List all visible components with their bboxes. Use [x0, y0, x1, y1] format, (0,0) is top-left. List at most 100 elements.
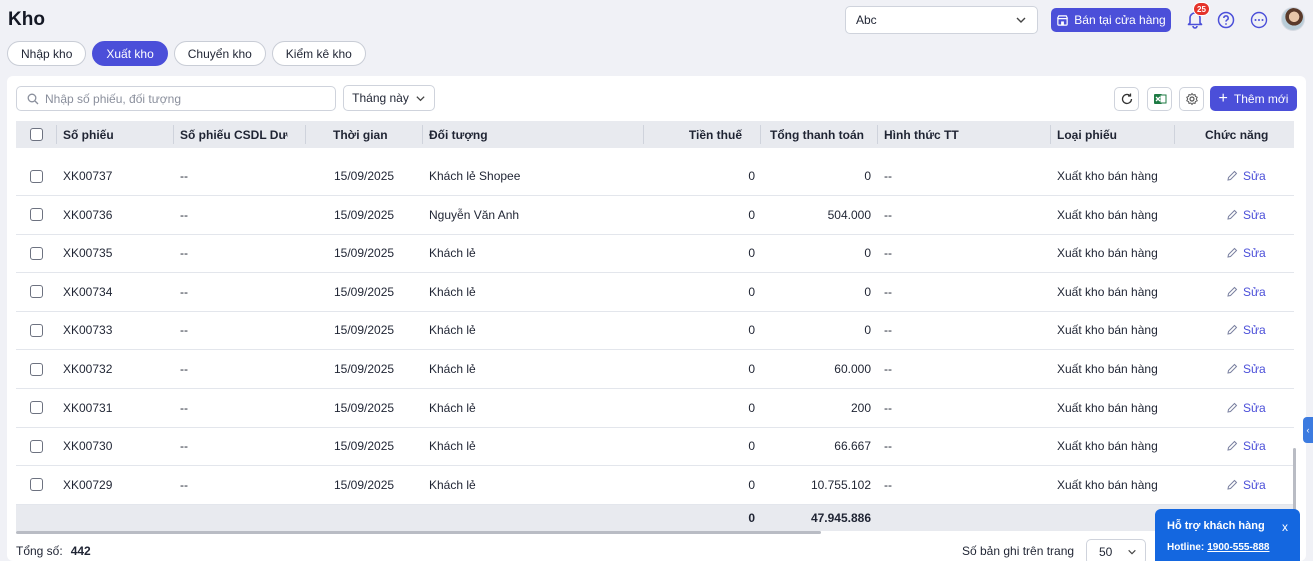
cell-type: Xuất kho bán hàng [1057, 207, 1158, 222]
vertical-scrollbar[interactable] [1293, 448, 1296, 528]
edit-button[interactable]: Sửa [1226, 234, 1266, 272]
edit-button[interactable]: Sửa [1226, 311, 1266, 349]
cell-type: Xuất kho bán hàng [1057, 323, 1158, 338]
cell-csdl: -- [180, 246, 188, 261]
cell-party: Khách lẻ [429, 362, 476, 376]
edit-button[interactable]: Sửa [1226, 427, 1266, 465]
edit-button[interactable]: Sửa [1226, 157, 1266, 195]
table-row[interactable]: XK00730 -- 15/09/2025 Khách lẻ 0 66.667 -- Xuất… [16, 427, 1294, 467]
more-options-icon[interactable] [1250, 11, 1268, 29]
hotline-number[interactable]: 1900-555-888 [1207, 542, 1270, 553]
close-icon[interactable]: x [1282, 520, 1288, 534]
cell-time: 15/09/2025 [334, 362, 395, 376]
edit-button[interactable]: Sửa [1226, 350, 1266, 388]
row-checkbox[interactable] [30, 285, 43, 299]
column-divider [422, 125, 423, 144]
cell-type: Xuất kho bán hàng [1057, 362, 1158, 376]
cell-party: Khách lẻ [429, 284, 476, 299]
excel-icon [1153, 94, 1166, 104]
avatar[interactable] [1281, 7, 1305, 31]
row-checkbox-cell [30, 389, 43, 427]
col-party[interactable]: Đối tượng [429, 127, 488, 142]
side-panel-toggle[interactable]: ‹ [1303, 417, 1313, 443]
table-row[interactable]: XK00733 -- 15/09/2025 Khách lẻ 0 0 -- Xuất kho … [16, 311, 1294, 351]
col-type[interactable]: Loại phiếu [1057, 127, 1117, 142]
tab-nhap-kho[interactable]: Nhập kho [7, 41, 87, 66]
tab-chuyen-kho[interactable]: Chuyển kho [173, 41, 266, 66]
cell-code: XK00732 [63, 362, 113, 376]
horizontal-scrollbar[interactable] [16, 531, 821, 534]
refresh-button[interactable] [1114, 87, 1139, 111]
col-payment[interactable]: Hình thức TT [884, 127, 959, 142]
page-size-select[interactable]: 50 [1086, 539, 1146, 561]
table-row[interactable]: XK00731 -- 15/09/2025 Khách lẻ 0 200 -- Xuất kh… [16, 389, 1294, 428]
col-tax[interactable]: Tiền thuế [688, 127, 742, 142]
search-input[interactable] [45, 91, 325, 106]
store-icon [1057, 14, 1069, 26]
pencil-icon [1227, 286, 1238, 297]
column-divider [173, 125, 174, 144]
main-panel: Tháng này + Thêm mới Số phiếu Số phiếu C… [7, 76, 1306, 561]
store-select-value: Abc [856, 13, 877, 27]
col-total[interactable]: Tổng thanh toán [770, 127, 864, 142]
edit-button[interactable]: Sửa [1226, 466, 1266, 504]
table-row[interactable]: XK00735 -- 15/09/2025 Khách lẻ 0 0 -- Xuất kho … [16, 234, 1294, 274]
row-checkbox[interactable] [30, 401, 43, 415]
cell-tax: 0 [748, 400, 755, 415]
row-checkbox-cell [30, 196, 43, 234]
table-header: Số phiếu Số phiếu CSDL Dượ Thời gian Đối… [16, 121, 1294, 148]
row-checkbox[interactable] [30, 478, 43, 492]
row-checkbox[interactable] [30, 362, 43, 376]
period-select[interactable]: Tháng này [343, 85, 435, 111]
col-time[interactable]: Thời gian [333, 127, 388, 142]
row-checkbox[interactable] [30, 246, 43, 260]
refresh-icon [1121, 93, 1132, 105]
row-checkbox[interactable] [30, 439, 43, 453]
period-select-value: Tháng này [352, 91, 409, 105]
select-all-checkbox[interactable] [30, 128, 43, 141]
col-csdl[interactable]: Số phiếu CSDL Dượ [180, 127, 288, 142]
tab-xuat-kho[interactable]: Xuất kho [92, 41, 168, 66]
table-row[interactable]: XK00737 -- 15/09/2025 Khách lẻ Shopee 0 0 -- Xu… [16, 157, 1294, 196]
chevron-down-icon [1128, 549, 1136, 555]
warehouse-tabs: Nhập kho Xuất kho Chuyển kho Kiểm kê kho [7, 41, 366, 66]
cell-code: XK00729 [63, 477, 113, 492]
edit-button[interactable]: Sửa [1226, 389, 1266, 427]
cell-party: Khách lẻ [429, 400, 476, 415]
store-select[interactable]: Abc [845, 6, 1038, 34]
edit-label: Sửa [1243, 169, 1266, 183]
col-actions: Chức năng [1205, 127, 1269, 142]
chevron-down-icon [416, 95, 425, 101]
table-row[interactable]: XK00732 -- 15/09/2025 Khách lẻ 0 60.000 -- Xuất… [16, 350, 1294, 389]
total-count: Tổng số: 442 [16, 544, 91, 558]
cell-payment: -- [884, 477, 892, 492]
pencil-icon [1227, 247, 1238, 258]
support-widget[interactable]: Hỗ trợ khách hàng x Hotline: 1900-555-888 [1155, 509, 1300, 561]
add-new-button[interactable]: + Thêm mới [1210, 86, 1297, 111]
total-count-label: Tổng số: [16, 544, 63, 558]
cell-csdl: -- [180, 169, 188, 183]
table-row[interactable]: XK00734 -- 15/09/2025 Khách lẻ 0 0 -- Xuất kho … [16, 273, 1294, 312]
table-row[interactable]: XK00729 -- 15/09/2025 Khách lẻ 0 10.755.102 --… [16, 466, 1294, 505]
row-checkbox[interactable] [30, 208, 43, 222]
edit-label: Sửa [1243, 284, 1266, 299]
cell-time: 15/09/2025 [334, 207, 395, 222]
cell-code: XK00735 [63, 246, 113, 261]
row-checkbox[interactable] [30, 169, 43, 183]
help-icon[interactable] [1217, 11, 1235, 29]
pencil-icon [1227, 209, 1238, 220]
tab-kiem-ke-kho[interactable]: Kiểm kê kho [271, 41, 366, 66]
row-checkbox[interactable] [30, 323, 43, 337]
edit-label: Sửa [1243, 439, 1266, 454]
table-row[interactable]: XK00736 -- 15/09/2025 Nguyễn Văn Anh 0 504.00… [16, 196, 1294, 235]
settings-button[interactable] [1179, 87, 1204, 111]
search-box[interactable] [16, 86, 336, 111]
col-code[interactable]: Số phiếu [63, 127, 114, 142]
edit-button[interactable]: Sửa [1226, 196, 1266, 234]
cell-time: 15/09/2025 [334, 169, 395, 183]
cell-type: Xuất kho bán hàng [1057, 246, 1158, 261]
add-new-label: Thêm mới [1233, 91, 1289, 106]
export-excel-button[interactable] [1147, 87, 1172, 111]
edit-button[interactable]: Sửa [1226, 273, 1266, 311]
sell-in-store-button[interactable]: Bán tại cửa hàng [1051, 8, 1171, 32]
